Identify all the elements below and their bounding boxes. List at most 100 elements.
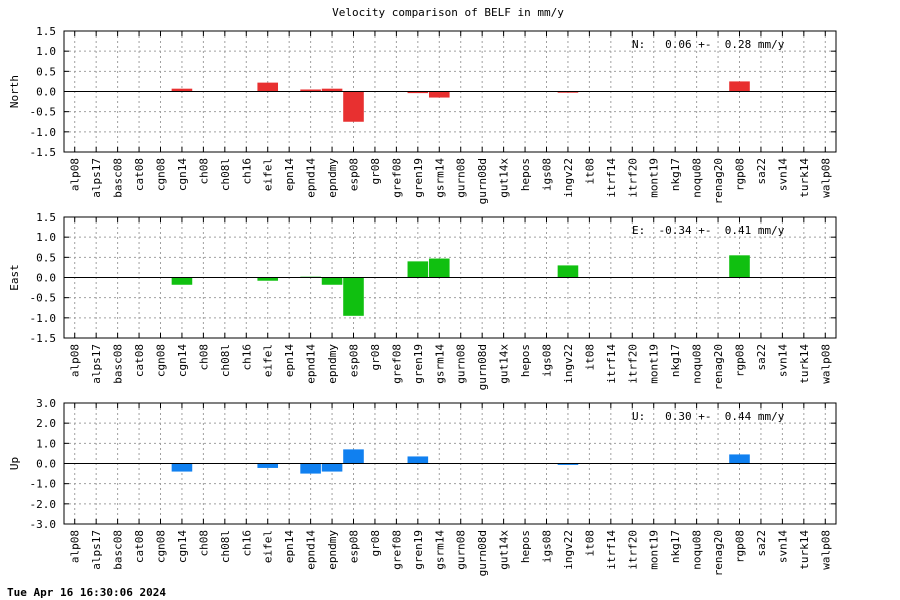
- east-xtick-label: eifel: [262, 344, 275, 377]
- north-xtick-label: it08: [583, 158, 596, 185]
- north-xtick-label: renag20: [712, 158, 725, 204]
- up-xtick-label: ingv22: [562, 530, 575, 570]
- east-ytick-label: -0.5: [30, 292, 57, 305]
- up-xtick-label: noqu08: [691, 530, 704, 570]
- north-xtick-label: igs08: [541, 158, 554, 191]
- east-xtick-label: turk14: [798, 344, 811, 384]
- east-xtick-label: cat08: [133, 344, 146, 377]
- north-xtick-label: gref08: [390, 158, 403, 198]
- north-bar-eifel: [257, 82, 279, 92]
- north-xtick-label: turk14: [798, 158, 811, 198]
- up-xtick-label: epndmy: [326, 530, 339, 570]
- north-bar-ingv22: [557, 91, 579, 93]
- east-xtick-label: gurn08d: [476, 344, 489, 390]
- up-bar-ingv22: [557, 463, 579, 465]
- up-xtick-label: gren19: [412, 530, 425, 570]
- up-xtick-label: it08: [583, 530, 596, 557]
- up-bar-gren19: [407, 456, 429, 464]
- up-xtick-label: gut14x: [498, 530, 511, 570]
- north-xtick-label: epn14: [283, 158, 296, 191]
- up-xtick-label: nkg17: [669, 530, 682, 563]
- east-xtick-label: alps17: [90, 344, 103, 384]
- east-xtick-label: cgn08: [155, 344, 168, 377]
- up-xtick-label: walp08: [819, 530, 832, 570]
- east-xtick-label: ch16: [240, 344, 253, 371]
- east-xtick-label: renag20: [712, 344, 725, 390]
- north-xtick-label: gsrm14: [433, 158, 446, 198]
- east-panel: 1.5 1.0 0.5 0.0 -0.5 -1.0 -1.5 alp08 alps17 basc0…: [8, 211, 837, 390]
- north-xtick-label: ingv22: [562, 158, 575, 198]
- east-ytick-label: -1.5: [30, 332, 57, 345]
- north-xtick-label: hepos: [519, 158, 532, 191]
- north-xtick-label: ch16: [240, 158, 253, 185]
- up-xtick-label: hepos: [519, 530, 532, 563]
- east-xtick-label: epndmy: [326, 344, 339, 384]
- east-bar-ingv22: [557, 265, 579, 278]
- north-ytick-label: 1.5: [36, 25, 56, 38]
- east-xtick-label: basc08: [112, 344, 125, 384]
- north-ylabel: North: [8, 75, 21, 108]
- east-xtick-label: svn14: [776, 344, 789, 377]
- up-ytick-label: -1.0: [30, 478, 57, 491]
- up-bar-esp08: [343, 449, 364, 464]
- east-xtick-label: gsrm14: [433, 344, 446, 384]
- east-xtick-label: itrf20: [626, 344, 639, 384]
- up-xtick-label: esp08: [348, 530, 361, 563]
- up-xtick-label: turk14: [798, 530, 811, 570]
- up-xtick-label: mont19: [648, 530, 661, 570]
- north-bar-gsrm14: [428, 91, 450, 98]
- north-bar-cgn14: [171, 88, 193, 92]
- up-xtick-label: igs08: [541, 530, 554, 563]
- east-bar-esp08: [343, 277, 364, 316]
- east-bar-gren19: [407, 261, 429, 278]
- up-summary: U: 0.30 +- 0.44 mm/y: [632, 410, 785, 423]
- north-ytick-label: -1.5: [30, 146, 57, 159]
- up-bar-epnd14: [300, 463, 321, 474]
- east-xtick-label: gr08: [369, 344, 382, 371]
- up-xtick-label: rgp08: [734, 530, 747, 563]
- east-xtick-label: igs08: [541, 344, 554, 377]
- north-xtick-label: rgp08: [734, 158, 747, 191]
- north-ytick-label: 0.0: [36, 86, 56, 99]
- east-xtick-label: gut14x: [498, 344, 511, 384]
- chart-panels: 1.5 1.0 0.5 0.0 -0.5 -1.0 -1.5 alp08 alps17 basc0…: [8, 25, 837, 576]
- east-xtick-label: alp08: [69, 344, 82, 377]
- up-xtick-label: cgn14: [176, 530, 189, 563]
- east-xtick-label: itrf14: [605, 344, 618, 384]
- east-ylabel: East: [8, 264, 21, 291]
- north-xtick-label: walp08: [819, 158, 832, 198]
- north-xtick-label: esp08: [348, 158, 361, 191]
- north-xtick-label: cat08: [133, 158, 146, 191]
- north-xtick-label: eifel: [262, 158, 275, 191]
- up-ytick-label: 3.0: [36, 397, 56, 410]
- east-ytick-label: 0.5: [36, 251, 56, 264]
- east-ytick-label: 1.0: [36, 231, 56, 244]
- east-ytick-label: 1.5: [36, 211, 56, 224]
- east-bar-rgp08: [729, 255, 750, 278]
- east-xtick-label: ch08l: [219, 344, 232, 377]
- up-ytick-label: 0.0: [36, 458, 56, 471]
- north-xtick-label: itrf14: [605, 158, 618, 198]
- north-bar-epndmy: [321, 88, 343, 92]
- north-xtick-label: gr08: [369, 158, 382, 185]
- north-xtick-label: mont19: [648, 158, 661, 198]
- east-summary: E: -0.34 +- 0.41 mm/y: [632, 224, 785, 237]
- east-xtick-label: it08: [583, 344, 596, 371]
- up-xtick-label: ch08l: [219, 530, 232, 563]
- north-panel: 1.5 1.0 0.5 0.0 -0.5 -1.0 -1.5 alp08 alps17 basc0…: [8, 25, 837, 204]
- north-ytick-label: -1.0: [30, 126, 57, 139]
- north-xtick-label: gurn08: [455, 158, 468, 198]
- north-xtick-label: alp08: [69, 158, 82, 191]
- up-xtick-label: svn14: [776, 530, 789, 563]
- east-xtick-label: noqu08: [691, 344, 704, 384]
- north-xtick-label: alps17: [90, 158, 103, 198]
- east-xtick-label: cgn14: [176, 344, 189, 377]
- up-xtick-label: itrf20: [626, 530, 639, 570]
- up-xtick-label: cat08: [133, 530, 146, 563]
- up-ytick-label: -2.0: [30, 498, 57, 511]
- north-ytick-label: 1.0: [36, 45, 56, 58]
- up-xtick-label: gsrm14: [433, 530, 446, 570]
- east-xtick-label: gurn08: [455, 344, 468, 384]
- east-xtick-label: gren19: [412, 344, 425, 384]
- east-xtick-label: gref08: [390, 344, 403, 384]
